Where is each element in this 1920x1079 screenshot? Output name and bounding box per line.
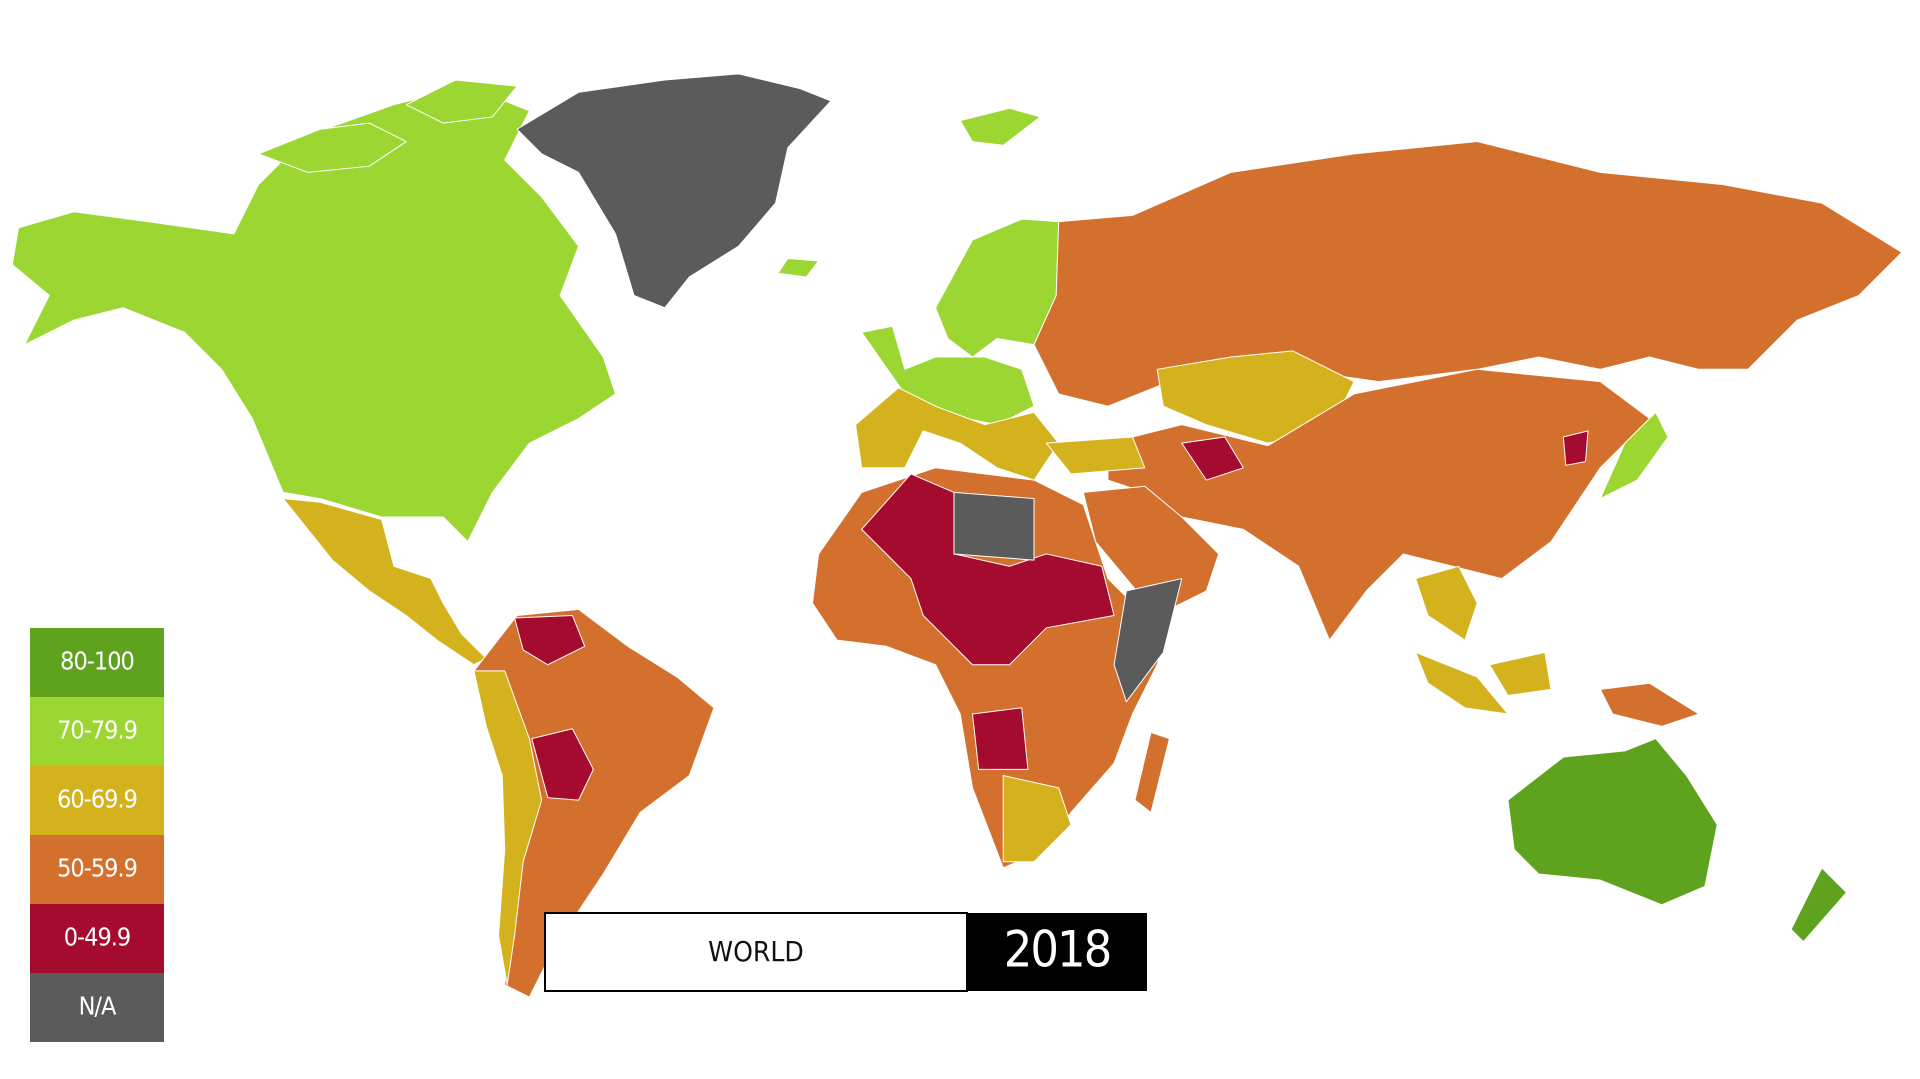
region-label: WORLD (708, 935, 804, 968)
australia (1507, 738, 1718, 906)
legend-label: N/A (79, 992, 117, 1021)
japan (1599, 411, 1669, 500)
year-label: 2018 (1004, 921, 1110, 979)
north-korea (1562, 430, 1589, 466)
somalia (1113, 578, 1183, 703)
legend-swatch (30, 697, 164, 766)
asia (1107, 368, 1651, 641)
legend-swatch (30, 973, 164, 1042)
legend-label: 0-49.9 (64, 923, 131, 952)
legend-swatch (30, 628, 164, 697)
southern-africa (1002, 775, 1072, 863)
turkey (1045, 436, 1146, 475)
turkmenistan (1181, 436, 1244, 481)
legend-swatch (30, 835, 164, 904)
new-zealand (1790, 867, 1847, 943)
se-asia (1415, 565, 1552, 715)
russia (1033, 141, 1903, 407)
new-guinea (1599, 682, 1700, 727)
angola (971, 707, 1029, 770)
legend: 80-100 70-79.9 60-69.9 50-59.9 0-49.9 N/A (30, 628, 164, 1042)
greenland (516, 73, 832, 309)
middle-east (1082, 485, 1220, 616)
legend-label: 70-79.9 (57, 716, 137, 745)
bolivia (531, 728, 594, 801)
legend-label: 80-100 (60, 647, 134, 676)
legend-label: 60-69.9 (57, 785, 137, 814)
legend-swatch (30, 904, 164, 973)
legend-label: 50-59.9 (57, 854, 137, 883)
libya (953, 491, 1035, 561)
legend-swatch (30, 766, 164, 835)
madagascar (1134, 731, 1170, 813)
region-box[interactable] (544, 912, 968, 992)
selector: WORLD 2018 (544, 912, 1147, 992)
year-box[interactable] (967, 913, 1147, 991)
venezuela (514, 615, 586, 666)
arctic-islands (258, 79, 1041, 278)
world-map (11, 73, 1903, 998)
andes (473, 670, 543, 986)
